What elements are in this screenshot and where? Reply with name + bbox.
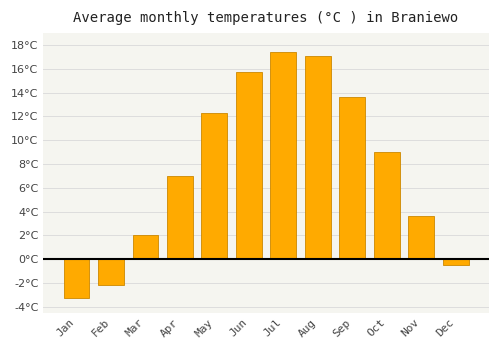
Bar	[270, 52, 296, 259]
Bar	[98, 259, 124, 285]
Bar	[236, 72, 262, 259]
Bar	[340, 97, 365, 259]
Bar	[167, 176, 193, 259]
Bar	[374, 152, 400, 259]
Title: Average monthly temperatures (°C ) in Braniewo: Average monthly temperatures (°C ) in Br…	[74, 11, 458, 25]
Bar	[408, 216, 434, 259]
Bar	[443, 259, 468, 265]
Bar	[305, 56, 331, 259]
Bar	[202, 113, 228, 259]
Bar	[64, 259, 90, 298]
Bar	[132, 235, 158, 259]
